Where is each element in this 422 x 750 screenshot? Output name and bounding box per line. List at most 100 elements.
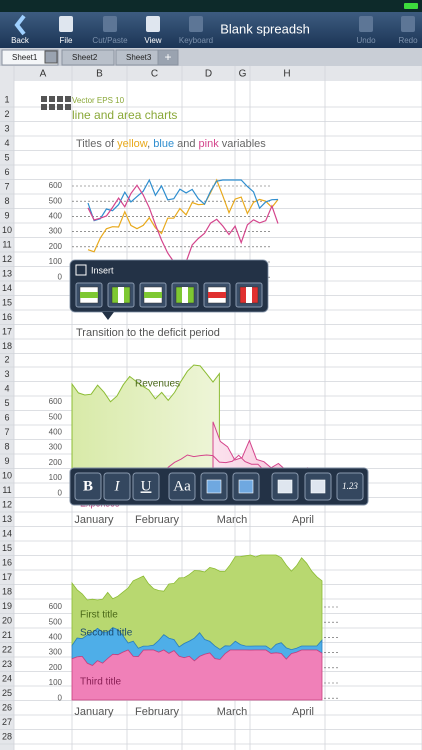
row-label: 3 xyxy=(4,123,9,133)
format-button[interactable] xyxy=(132,472,160,501)
close-tab[interactable] xyxy=(44,50,58,64)
document-title: Blank spreadsh xyxy=(220,21,310,36)
y-tick-label: 300 xyxy=(49,227,63,236)
row-label: 10 xyxy=(2,225,12,235)
month-label: February xyxy=(135,706,180,718)
row-label: 12 xyxy=(2,254,12,264)
y-tick-label: 300 xyxy=(49,443,63,452)
subtitle-part: , xyxy=(147,138,153,150)
button-icon xyxy=(189,16,203,32)
y-tick-label: 200 xyxy=(49,458,63,467)
subtitle-part: Titles of xyxy=(76,138,117,150)
y-tick-label: 500 xyxy=(49,196,63,205)
subtitle: Titles of yellow, blue and pink variable… xyxy=(76,138,266,150)
row-label: 23 xyxy=(2,659,12,669)
series-label: Third title xyxy=(80,677,122,688)
button-icon xyxy=(359,16,373,32)
format-button[interactable] xyxy=(336,472,364,501)
y-tick-label: 100 xyxy=(49,473,63,482)
row-label: 8 xyxy=(4,196,9,206)
column-label: A xyxy=(40,69,47,80)
format-button-label: 1.23 xyxy=(342,481,358,491)
line-series xyxy=(87,184,279,263)
y-tick-label: 400 xyxy=(49,428,63,437)
toolbar-button[interactable]: Undo xyxy=(356,36,376,45)
row-label: 22 xyxy=(2,644,12,654)
toolbar-button[interactable]: View xyxy=(144,36,161,45)
toolbar-button[interactable]: File xyxy=(60,36,73,45)
row-label: 7 xyxy=(4,181,9,191)
row-label: 11 xyxy=(2,239,11,249)
chart-title: Transition to the deficit period xyxy=(76,327,220,339)
subtitle-part: and xyxy=(174,138,198,150)
logo-square xyxy=(41,104,47,110)
line-series xyxy=(87,178,279,253)
row-label: 1 xyxy=(4,94,9,104)
format-button-label: I xyxy=(114,478,121,494)
row-label: 13 xyxy=(2,268,12,278)
logo-square xyxy=(57,104,63,110)
row-label: 4 xyxy=(4,138,9,148)
subtitle-part: blue xyxy=(153,138,174,150)
button-icon xyxy=(146,16,160,32)
format-icon xyxy=(277,479,293,494)
toolbar-button[interactable]: Redo xyxy=(398,36,418,45)
format-button[interactable] xyxy=(168,472,196,501)
month-label: February xyxy=(135,514,180,526)
y-tick-label: 200 xyxy=(49,663,63,672)
sheet-tab[interactable] xyxy=(1,49,59,66)
row-label: 3 xyxy=(4,369,9,379)
row-label: 13 xyxy=(2,514,12,524)
row-label: 2 xyxy=(4,354,9,364)
sheet-tab[interactable] xyxy=(157,49,179,66)
insert-highlight xyxy=(246,287,252,303)
insert-highlight xyxy=(182,287,188,303)
insert-highlight xyxy=(118,287,124,303)
logo-square xyxy=(65,104,71,110)
row-label: 28 xyxy=(2,731,12,741)
toolbar-button[interactable]: Back xyxy=(11,36,30,45)
row-label: 5 xyxy=(4,398,9,408)
series-label: Second title xyxy=(80,628,133,639)
format-button-label: B xyxy=(83,478,93,494)
row-label: 21 xyxy=(2,630,12,640)
row-label: 4 xyxy=(4,383,9,393)
y-tick-label: 600 xyxy=(49,397,63,406)
format-button[interactable] xyxy=(103,472,131,501)
toolbar-button[interactable]: Keyboard xyxy=(179,36,213,45)
ui: Back File Cut/Paste View Keyboard Blank sprea… xyxy=(1,14,418,741)
popup-pointer xyxy=(102,312,114,320)
month-label: April xyxy=(292,706,314,718)
row-label: 19 xyxy=(2,601,12,611)
series-label: Revenues xyxy=(135,379,180,390)
row-label: 5 xyxy=(4,152,9,162)
charts: Vector EPS 10 line and area charts Titles … xyxy=(41,96,340,718)
sheet-tab-label: Sheet1 xyxy=(12,53,38,62)
y-tick-label: 100 xyxy=(49,678,63,687)
logo-square xyxy=(49,96,55,102)
format-icon xyxy=(310,479,326,494)
toolbar-button[interactable]: Cut/Paste xyxy=(92,36,128,45)
back-icon xyxy=(14,14,26,36)
row-header xyxy=(0,81,14,750)
y-tick-label: 300 xyxy=(49,648,63,657)
row-label: 11 xyxy=(2,485,11,495)
row-label: 24 xyxy=(2,673,12,683)
y-tick-label: 400 xyxy=(49,633,63,642)
row-label: 9 xyxy=(4,456,9,466)
subtitle-part: variables xyxy=(219,138,267,150)
sheet-tab-label: + xyxy=(164,50,171,64)
y-tick-label: 200 xyxy=(49,242,63,251)
row-label: 15 xyxy=(2,297,12,307)
sheet-tab[interactable] xyxy=(61,49,115,66)
y-tick-label: 100 xyxy=(49,257,63,266)
row-label: 6 xyxy=(4,167,9,177)
format-button[interactable] xyxy=(74,472,102,501)
row-label: 7 xyxy=(4,427,9,437)
row-label: 27 xyxy=(2,717,12,727)
battery xyxy=(404,3,418,9)
logo-text: Vector EPS 10 xyxy=(72,96,125,105)
line-series xyxy=(87,178,279,222)
status-bar xyxy=(0,0,422,12)
